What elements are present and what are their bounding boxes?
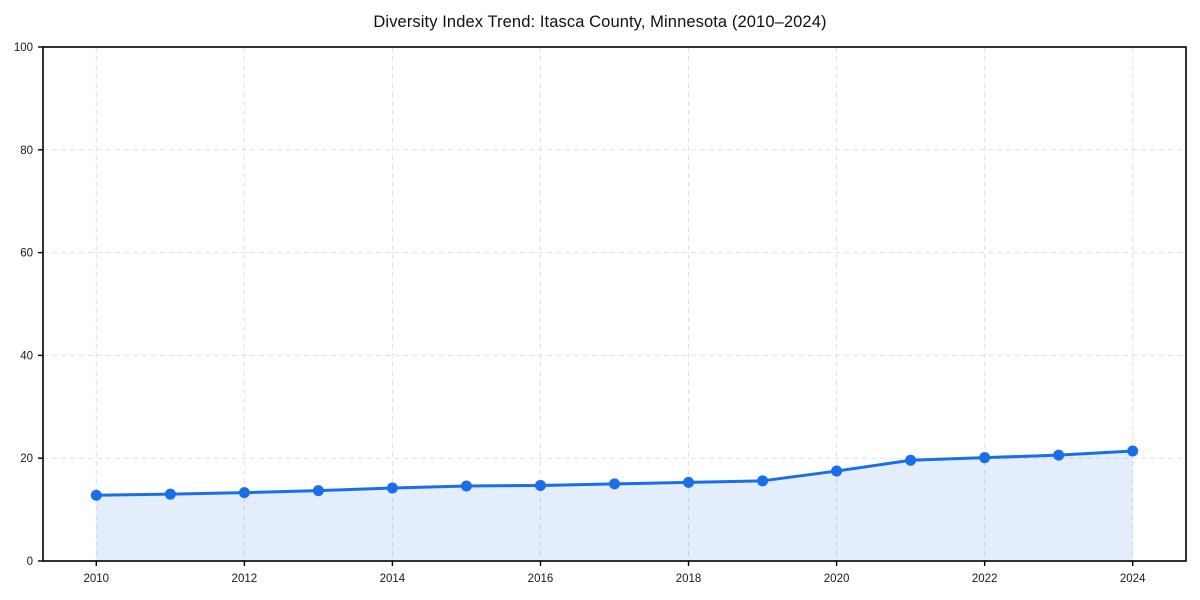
x-tick-label-2016: 2016	[528, 573, 554, 585]
y-tick-label-20: 20	[20, 453, 33, 465]
data-point-2014	[386, 482, 398, 494]
x-tick-label-2014: 2014	[380, 573, 406, 585]
y-tick-label-40: 40	[20, 350, 33, 362]
data-point-2017	[609, 478, 620, 490]
x-tick-label-2024: 2024	[1120, 573, 1146, 585]
data-point-2010	[90, 489, 102, 501]
y-tick-label-0: 0	[27, 556, 33, 568]
data-point-2015	[460, 480, 472, 492]
plot-area-background	[43, 47, 1186, 561]
x-tick-label-2020: 2020	[824, 573, 850, 585]
x-tick-label-2018: 2018	[676, 573, 702, 585]
data-point-2022	[979, 452, 991, 464]
x-tick-label-2012: 2012	[232, 573, 258, 585]
data-point-2013	[312, 485, 324, 497]
data-point-2011	[164, 488, 176, 500]
data-point-2020	[831, 465, 843, 477]
y-tick-label-60: 60	[20, 248, 33, 260]
x-tick-label-2022: 2022	[972, 573, 998, 585]
data-point-2016	[534, 479, 546, 491]
axes-frame	[42, 46, 1187, 562]
data-point-2024	[1127, 445, 1139, 457]
series-area-fill	[96, 451, 1133, 561]
data-point-2023	[1053, 449, 1065, 461]
data-point-2021	[905, 454, 917, 466]
y-tick-label-80: 80	[20, 145, 33, 157]
data-point-2018	[683, 476, 695, 488]
x-tick-label-2010: 2010	[84, 573, 110, 585]
data-point-2019	[757, 475, 769, 487]
chart-title: Diversity Index Trend: Itasca County, Mi…	[373, 13, 827, 31]
data-point-2012	[238, 487, 250, 499]
y-tick-label-100: 100	[14, 42, 33, 54]
